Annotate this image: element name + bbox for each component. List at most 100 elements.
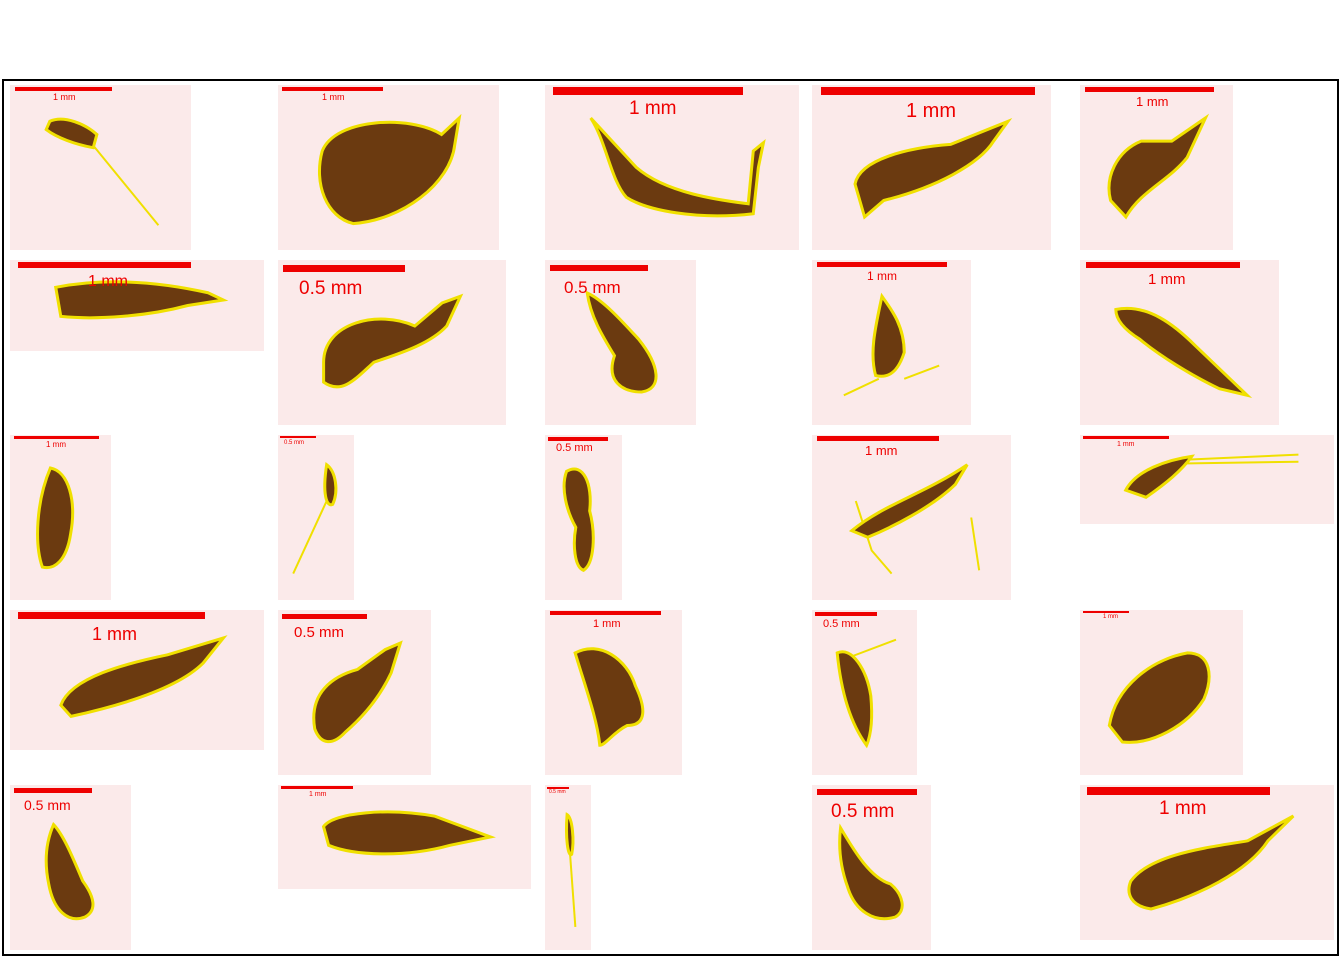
specimen-body (837, 652, 871, 746)
scale-bar-line (547, 787, 569, 789)
scale-bar-line (280, 436, 316, 438)
specimen-r1-c3: 1 mm (545, 85, 799, 250)
scale-bar-line (1083, 436, 1169, 439)
specimen-appendage (844, 366, 939, 396)
specimen-body (1129, 816, 1293, 909)
specimen-r3-c2: 0.5 mm (278, 435, 354, 600)
scale-bar-label: 1 mm (1103, 614, 1118, 620)
specimen-r2-c1: 1 mm (10, 260, 264, 351)
scale-bar-line (1085, 87, 1214, 92)
scale-bar-label: 0.5 mm (294, 624, 345, 641)
specimen-r5-c5: 1 mm (1080, 785, 1334, 940)
scale-bar-label: 0.5 mm (284, 440, 305, 446)
specimen-r3-c1: 1 mm (10, 435, 111, 600)
scale-bar-line (817, 789, 917, 795)
specimen-image (812, 435, 1011, 600)
image-grid-frame (2, 79, 1339, 956)
scale-bar-label: 1 mm (88, 273, 128, 290)
specimen-image (545, 85, 799, 250)
specimen-image (278, 260, 506, 425)
specimen-body (1109, 653, 1209, 742)
specimen-appendage (1182, 455, 1299, 464)
specimen-body (1116, 308, 1247, 395)
specimen-image (278, 785, 531, 889)
scale-bar-line (15, 87, 112, 91)
specimen-body (324, 296, 461, 387)
specimen-image (545, 610, 682, 775)
scale-bar-line (281, 786, 353, 789)
specimen-r5-c3: 0.5 mm (545, 785, 591, 950)
scale-bar-line (553, 87, 743, 95)
specimen-body (566, 815, 572, 855)
scale-bar-label: 1 mm (1148, 271, 1186, 288)
specimen-image (812, 85, 1051, 250)
scale-bar-line (14, 788, 92, 793)
scale-bar-label: 1 mm (92, 624, 137, 644)
specimen-image (10, 85, 191, 250)
specimen-r5-c4: 0.5 mm (812, 785, 931, 950)
scale-bar-label: 1 mm (1117, 441, 1135, 448)
specimen-r1-c2: 1 mm (278, 85, 499, 250)
specimen-image (278, 610, 431, 775)
specimen-body (61, 638, 224, 716)
scale-bar-line (550, 265, 648, 271)
scale-bar-label: 0.5 mm (823, 618, 860, 630)
specimen-r1-c4: 1 mm (812, 85, 1051, 250)
scale-bar-line (1087, 787, 1270, 795)
scale-bar-label: 1 mm (867, 269, 897, 283)
scale-bar-label: 1 mm (1136, 94, 1169, 109)
scale-bar-line (817, 262, 947, 267)
specimen-r2-c4: 1 mm (812, 260, 971, 425)
scale-bar-label: 0.5 mm (549, 789, 566, 795)
scale-bar-line (282, 614, 367, 619)
scale-bar-line (282, 87, 383, 91)
scale-bar-line (18, 612, 205, 619)
specimen-r1-c1: 1 mm (10, 85, 191, 250)
specimen-r1-c5: 1 mm (1080, 85, 1233, 250)
specimen-image (1080, 260, 1279, 425)
scale-bar-label: 1 mm (865, 443, 898, 458)
specimen-r3-c5: 1 mm (1080, 435, 1334, 524)
scale-bar-label: 0.5 mm (831, 801, 895, 822)
scale-bar-label: 1 mm (593, 618, 621, 630)
specimen-r3-c3: 0.5 mm (545, 435, 622, 600)
scale-bar-label: 1 mm (629, 98, 677, 119)
specimen-r5-c1: 0.5 mm (10, 785, 131, 950)
scale-bar-label: 1 mm (309, 791, 327, 798)
scale-bar-label: 0.5 mm (299, 278, 363, 299)
specimen-image (278, 85, 499, 250)
scale-bar-label: 0.5 mm (24, 797, 71, 813)
specimen-image (10, 610, 264, 750)
specimen-body (46, 825, 93, 919)
specimen-r2-c5: 1 mm (1080, 260, 1279, 425)
specimen-image (812, 785, 931, 950)
specimen-body (564, 469, 593, 570)
specimen-image (10, 260, 264, 351)
specimen-image (1080, 435, 1334, 524)
specimen-image (278, 435, 354, 600)
specimen-body (575, 649, 643, 746)
specimen-body (840, 828, 903, 919)
scale-bar-line (821, 87, 1035, 95)
scale-bar-line (548, 437, 608, 441)
specimen-body (56, 282, 224, 318)
specimen-r4-c2: 0.5 mm (278, 610, 431, 775)
specimen-appendage (856, 501, 979, 574)
scale-bar-line (14, 436, 99, 439)
specimen-image (10, 785, 131, 950)
scale-bar-label: 0.5 mm (556, 442, 593, 454)
scale-bar-line (18, 262, 191, 268)
specimen-image (545, 260, 696, 425)
scale-bar-line (283, 265, 405, 272)
specimen-r4-c1: 1 mm (10, 610, 264, 750)
scale-bar-line (1083, 611, 1129, 613)
specimen-image (10, 435, 111, 600)
specimen-body (1109, 118, 1205, 217)
specimen-r4-c3: 1 mm (545, 610, 682, 775)
scale-bar-label: 1 mm (53, 92, 76, 102)
specimen-r4-c5: 1 mm (1080, 610, 1243, 775)
scale-bar-line (815, 612, 877, 616)
specimen-image (545, 435, 622, 600)
specimen-body (591, 118, 764, 216)
scale-bar-label: 1 mm (322, 92, 345, 102)
